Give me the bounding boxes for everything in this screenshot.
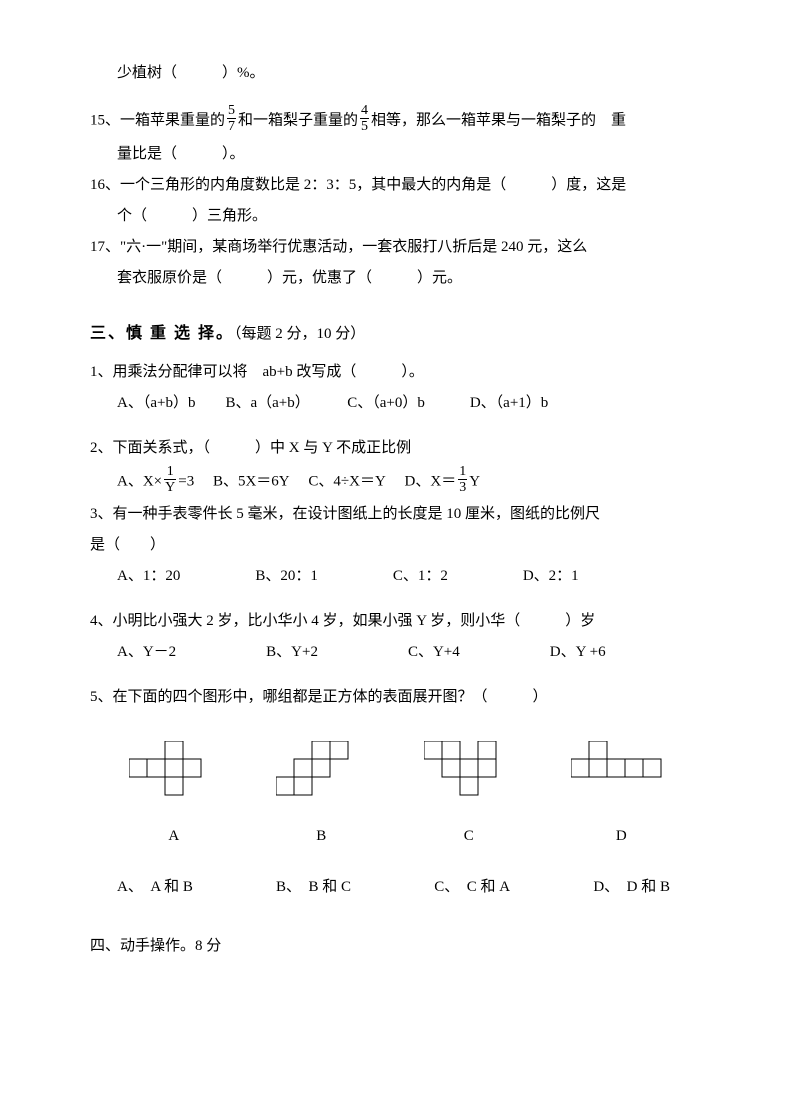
s3-q2-a2: =3 bbox=[178, 473, 194, 489]
q15a: 15、一箱苹果重量的 bbox=[90, 112, 225, 128]
s3-q2-d2: Y bbox=[469, 473, 480, 489]
net-a-label: A bbox=[168, 823, 179, 850]
q17-line1: 17、"六·一"期间，某商场举行优惠活动，一套衣服打八折后是 240 元，这么 bbox=[90, 234, 710, 261]
s3-q4: 4、小明比小强大 2 岁，比小华小 4 岁，如果小强 Y 岁，则小华（ ）岁 bbox=[90, 608, 710, 635]
q14-cont: 少植树（ ）%。 bbox=[90, 60, 710, 87]
section3-title-sub: （每题 2 分，10 分） bbox=[234, 326, 365, 342]
s3-q5: 5、在下面的四个图形中，哪组都是正方体的表面展开图？（ ） bbox=[90, 684, 710, 711]
s3-q3-line1: 3、有一种手表零件长 5 毫米，在设计图纸上的长度是 10 厘米，图纸的比例尺 bbox=[90, 501, 710, 528]
net-d-block: D bbox=[571, 741, 671, 850]
s3-q5-opt-b: B、 B 和 C bbox=[276, 874, 351, 901]
s3-q2-d: D、X＝ bbox=[405, 473, 457, 489]
frac-1-3: 13 bbox=[458, 464, 467, 496]
s3-q1: 1、用乘法分配律可以将 ab+b 改写成（ ）。 bbox=[90, 359, 710, 386]
q16-line1: 16、一个三角形的内角度数比是 2：3：5，其中最大的内角是（ ）度，这是 bbox=[90, 172, 710, 199]
net-a-block: A bbox=[129, 741, 219, 850]
net-c-svg bbox=[424, 741, 514, 809]
section3-title-main: 三、慎 重 选 择。 bbox=[90, 325, 234, 342]
frac-4-5: 45 bbox=[360, 103, 369, 135]
s3-q2-b: B、5X＝6Y bbox=[213, 473, 290, 489]
net-d-svg bbox=[571, 741, 671, 809]
frac-5-7: 57 bbox=[227, 103, 236, 135]
s3-q2-c: C、4÷X＝Y bbox=[308, 473, 385, 489]
s3-q2-a: A、X× bbox=[117, 473, 162, 489]
s3-q5-opt-d: D、 D 和 B bbox=[593, 874, 670, 901]
s3-q3-opts: A、1：20 B、20：1 C、1：2 D、2：1 bbox=[90, 563, 710, 590]
section4-title: 四、动手操作。8 分 bbox=[90, 933, 710, 960]
s3-q4-opts: A、Y－2 B、Y+2 C、Y+4 D、Y +6 bbox=[90, 639, 710, 666]
net-b-label: B bbox=[316, 823, 326, 850]
s3-q3-line2: 是（ ） bbox=[90, 532, 710, 559]
q15-line1: 15、一箱苹果重量的57和一箱梨子重量的45相等，那么一箱苹果与一箱梨子的 重 bbox=[90, 105, 710, 137]
q15b: 和一箱梨子重量的 bbox=[238, 112, 358, 128]
net-c-label: C bbox=[464, 823, 474, 850]
net-d-label: D bbox=[616, 823, 627, 850]
cube-nets-row: A B C bbox=[100, 741, 700, 850]
q15-line2: 量比是（ ）。 bbox=[90, 141, 710, 168]
s3-q5-opt-c: C、 C 和 A bbox=[434, 874, 510, 901]
net-b-svg bbox=[276, 741, 366, 809]
net-b-block: B bbox=[276, 741, 366, 850]
q15c: 相等，那么一箱苹果与一箱梨子的 重 bbox=[371, 112, 626, 128]
frac-1-y: 1Y bbox=[164, 464, 176, 496]
net-a-svg bbox=[129, 741, 219, 809]
s3-q5-opts: A、 A 和 B B、 B 和 C C、 C 和 A D、 D 和 B bbox=[90, 874, 710, 901]
q17-line2: 套衣服原价是（ ）元，优惠了（ ）元。 bbox=[90, 265, 710, 292]
q16-line2: 个（ ）三角形。 bbox=[90, 203, 710, 230]
s3-q1-opts: A、（a+b）b B、a（a+b） C、（a+0）b D、（a+1）b bbox=[90, 390, 710, 417]
s3-q5-opt-a: A、 A 和 B bbox=[117, 874, 193, 901]
section3-title: 三、慎 重 选 择。（每题 2 分，10 分） bbox=[90, 320, 710, 349]
s3-q2-opts: A、X×1Y=3 B、5X＝6Y C、4÷X＝Y D、X＝13Y bbox=[90, 466, 710, 498]
s3-q2: 2、下面关系式，（ ）中 X 与 Y 不成正比例 bbox=[90, 435, 710, 462]
net-c-block: C bbox=[424, 741, 514, 850]
